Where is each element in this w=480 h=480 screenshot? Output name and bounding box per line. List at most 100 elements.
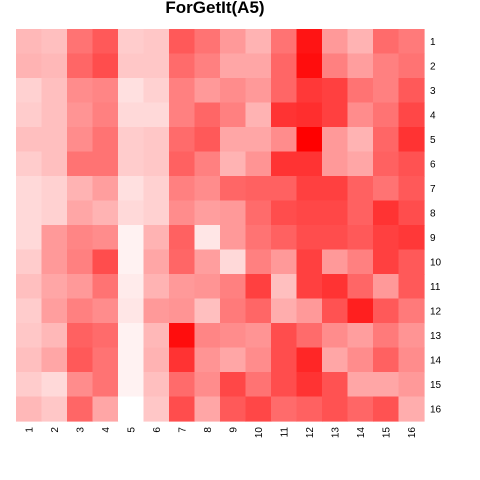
heatmap-cell [118,274,145,300]
heatmap-cell [169,347,196,373]
heatmap-cell [16,225,43,251]
heatmap-cell [322,200,349,226]
heatmap-cell [16,396,43,422]
y-tick-label: 7 [430,184,436,195]
heatmap-cell [347,127,374,153]
heatmap-cell [245,347,272,373]
heatmap-cell [398,151,425,177]
heatmap-cell [67,298,94,324]
heatmap-cell [373,200,400,226]
heatmap-cell [143,29,170,55]
heatmap-cell [271,274,298,300]
heatmap-cell [67,347,94,373]
heatmap-cell [296,249,323,275]
heatmap-cell [271,225,298,251]
heatmap-cell [169,29,196,55]
heatmap-cell [271,29,298,55]
heatmap-cell [347,29,374,55]
heatmap-cell [92,249,119,275]
heatmap-cell [143,372,170,398]
heatmap-cell [67,200,94,226]
heatmap-cell [296,298,323,324]
heatmap-cell [118,225,145,251]
heatmap-cell [194,347,221,373]
heatmap-cell [143,78,170,104]
heatmap-cell [347,176,374,202]
heatmap-cell [118,200,145,226]
heatmap-cell [16,274,43,300]
heatmap-cell [322,372,349,398]
heatmap-cell [194,29,221,55]
heatmap-cell [398,53,425,79]
heatmap-cell [245,78,272,104]
heatmap-cell [322,347,349,373]
heatmap-cell [322,102,349,128]
heatmap-cell [143,151,170,177]
heatmap-cell [322,127,349,153]
heatmap-cell [194,78,221,104]
heatmap-cell [118,151,145,177]
heatmap-cell [169,176,196,202]
heatmap-cell [92,323,119,349]
heatmap-cell [67,102,94,128]
heatmap-cell [92,176,119,202]
heatmap-cell [118,53,145,79]
heatmap-cell [92,151,119,177]
heatmap-cells [16,29,425,422]
heatmap-cell [373,347,400,373]
heatmap-cell [373,225,400,251]
heatmap-cell [347,200,374,226]
x-tick-label: 14 [356,427,367,439]
heatmap-cell [194,102,221,128]
x-tick-label: 3 [75,427,86,433]
heatmap-cell [220,298,247,324]
heatmap-cell [347,372,374,398]
heatmap-cell [194,225,221,251]
heatmap-cell [373,151,400,177]
heatmap-cell [118,249,145,275]
heatmap-cell [347,151,374,177]
heatmap-cell [296,29,323,55]
heatmap-cell [169,127,196,153]
x-tick-label: 8 [203,427,214,433]
heatmap-cell [322,298,349,324]
y-tick-label: 10 [430,257,442,268]
heatmap-cell [41,274,68,300]
heatmap-cell [347,225,374,251]
heatmap-cell [41,249,68,275]
heatmap-cell [220,249,247,275]
heatmap-cell [373,372,400,398]
heatmap-cell [67,323,94,349]
heatmap-cell [169,78,196,104]
heatmap-cell [118,29,145,55]
heatmap-cell [41,347,68,373]
heatmap-cell [220,225,247,251]
heatmap-cell [169,102,196,128]
heatmap-cell [67,78,94,104]
heatmap-cell [373,29,400,55]
x-tick-label: 7 [177,427,188,433]
heatmap-cell [296,102,323,128]
heatmap-cell [16,372,43,398]
heatmap-cell [373,274,400,300]
heatmap-cell [271,53,298,79]
heatmap-cell [41,127,68,153]
heatmap-cell [373,53,400,79]
heatmap-cell [92,372,119,398]
heatmap-cell [347,249,374,275]
heatmap-cell [92,298,119,324]
heatmap-cell [41,225,68,251]
heatmap-cell [296,372,323,398]
heatmap-cell [220,396,247,422]
heatmap-cell [322,323,349,349]
heatmap-cell [398,102,425,128]
heatmap-cell [296,78,323,104]
heatmap-cell [373,102,400,128]
heatmap-cell [194,396,221,422]
heatmap-cell [373,323,400,349]
heatmap-cell [245,298,272,324]
y-tick-label: 6 [430,159,436,170]
heatmap-cell [194,53,221,79]
y-tick-label: 13 [430,331,442,342]
